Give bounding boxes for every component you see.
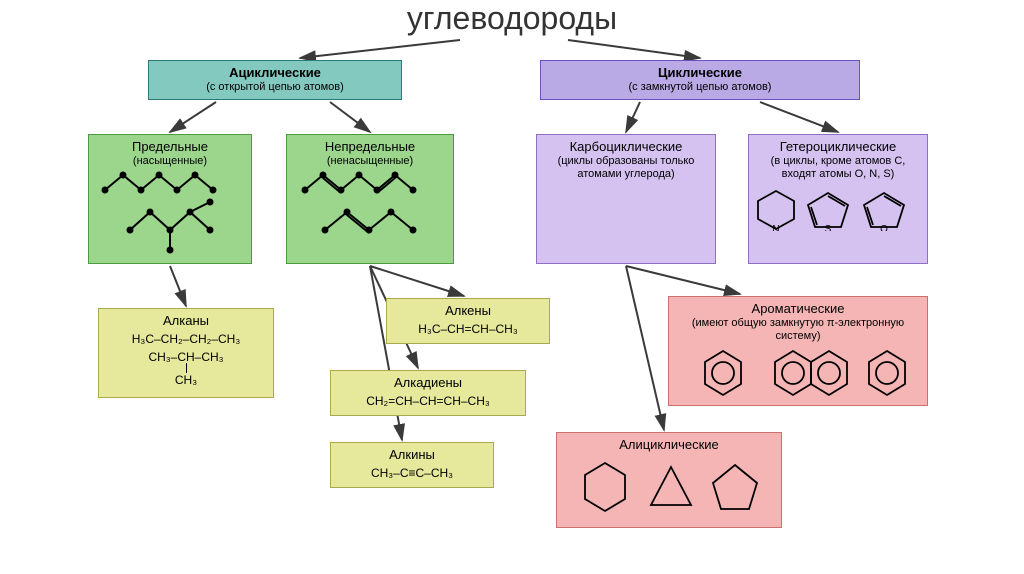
heterocyclic-structures-icon: N S O <box>756 183 920 231</box>
aromatic-sub: (имеют общую замкнутую π-электронную сис… <box>673 317 923 343</box>
alkanes-f3: CH₃ <box>103 372 269 389</box>
page-title: углеводороды <box>0 0 1024 37</box>
heterocyclic-sub: (в циклы, кроме атомов C, входят атомы O… <box>753 155 923 181</box>
node-alkanes: Алканы H₃C–CH₂–CH₂–CH₃ CH₃–CH–CH₃ CH₃ <box>98 308 274 398</box>
heterocyclic-title: Гетероциклические <box>753 139 923 155</box>
acyclic-sub: (с открытой цепью атомов) <box>153 81 397 94</box>
alkanes-title: Алканы <box>103 313 269 329</box>
node-unsaturated: Непредельные (ненасыщенные) <box>286 134 454 264</box>
alkadienes-f1: CH₂=CH–CH=CH–CH₃ <box>335 393 521 410</box>
unsaturated-structures-icon <box>295 170 445 255</box>
svg-text:S: S <box>825 224 832 231</box>
node-acyclic: Ациклические(с открытой цепью атомов) <box>148 60 402 100</box>
cyclic-title: Циклические <box>658 65 742 80</box>
carbocyclic-title: Карбоциклические <box>541 139 711 155</box>
node-alkadienes: Алкадиены CH₂=CH–CH=CH–CH₃ <box>330 370 526 416</box>
node-alkynes: Алкины CH₃–C≡C–CH₃ <box>330 442 494 488</box>
cyclic-sub: (с замкнутой цепью атомов) <box>545 81 855 94</box>
node-alicyclic: Алициклические <box>556 432 782 528</box>
acyclic-title: Ациклические <box>229 65 321 80</box>
saturated-structures-icon <box>95 170 245 255</box>
unsaturated-sub: (ненасыщенные) <box>291 155 449 168</box>
alkanes-f2: CH₃–CH–CH₃ <box>103 349 269 366</box>
aromatic-structures-icon <box>683 345 913 401</box>
saturated-sub: (насыщенные) <box>93 155 247 168</box>
svg-text:O: O <box>880 224 888 231</box>
saturated-title: Предельные <box>93 139 247 155</box>
alkynes-title: Алкины <box>335 447 489 463</box>
alicyclic-title: Алициклические <box>561 437 777 453</box>
alkadienes-title: Алкадиены <box>335 375 521 391</box>
alkanes-f1: H₃C–CH₂–CH₂–CH₃ <box>103 331 269 348</box>
node-heterocyclic: Гетероциклические (в циклы, кроме атомов… <box>748 134 928 264</box>
alkenes-f1: H₃C–CH=CH–CH₃ <box>391 321 545 338</box>
node-aromatic: Ароматические (имеют общую замкнутую π-э… <box>668 296 928 406</box>
aromatic-title: Ароматические <box>673 301 923 317</box>
alkynes-f1: CH₃–C≡C–CH₃ <box>335 465 489 482</box>
alicyclic-structures-icon <box>569 455 769 517</box>
node-saturated: Предельные (насыщенные) <box>88 134 252 264</box>
unsaturated-title: Непредельные <box>291 139 449 155</box>
node-carbocyclic: Карбоциклические (циклы образованы тольк… <box>536 134 716 264</box>
carbocyclic-sub: (циклы образованы только атомами углерод… <box>541 155 711 181</box>
node-alkenes: Алкены H₃C–CH=CH–CH₃ <box>386 298 550 344</box>
svg-text:N: N <box>772 224 779 231</box>
node-cyclic: Циклические(с замкнутой цепью атомов) <box>540 60 860 100</box>
alkenes-title: Алкены <box>391 303 545 319</box>
